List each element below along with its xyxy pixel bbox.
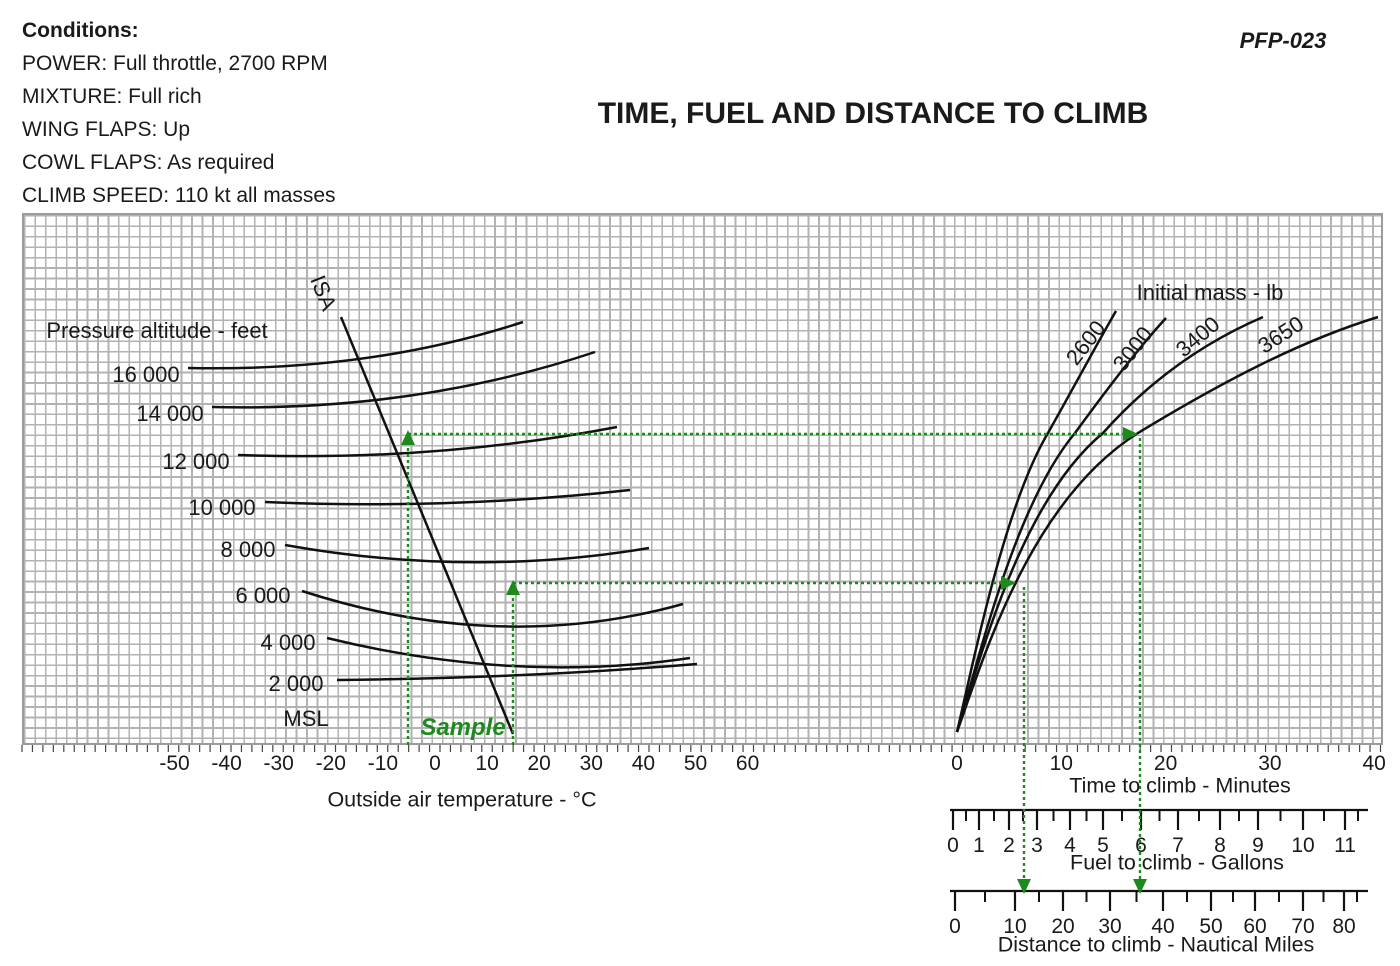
altitude-curve-14000 — [211, 350, 596, 409]
conditions-block: Conditions: POWER: Full throttle, 2700 R… — [22, 14, 336, 212]
altitude-curve-4000 — [326, 636, 691, 669]
altitude-curve-6000 — [301, 589, 684, 628]
sample-arrowhead — [1001, 576, 1016, 590]
sample-arrowhead — [1123, 427, 1138, 441]
sample-arrowhead — [1017, 879, 1031, 894]
isa-line — [339, 316, 515, 735]
altitude-curve-16000 — [187, 320, 524, 370]
altitude-curve-8000 — [284, 543, 650, 564]
mass-curve-3400 — [955, 315, 1264, 733]
mass-curve-2600 — [955, 310, 1118, 733]
conditions-heading: Conditions: — [22, 19, 139, 42]
sample-arrowhead — [401, 430, 415, 445]
altitude-curve-10000 — [264, 488, 631, 506]
condition-line-mixture: MIXTURE: Full rich — [22, 85, 202, 108]
condition-line-climb: CLIMB SPEED: 110 kt all masses — [22, 184, 336, 207]
page-title: TIME, FUEL AND DISTANCE TO CLIMB — [597, 97, 1149, 130]
altitude-curve-2000 — [336, 662, 698, 682]
condition-line-cowl: COWL FLAPS: As required — [22, 151, 275, 174]
altitude-curve-12000 — [237, 425, 618, 458]
condition-line-power: POWER: Full throttle, 2700 RPM — [22, 52, 328, 75]
mass-curve-3000 — [955, 317, 1167, 733]
document-code: PFP-023 — [1239, 28, 1327, 53]
mass-curve-3650 — [955, 315, 1379, 733]
condition-line-flaps: WING FLAPS: Up — [22, 118, 191, 141]
grid-area — [22, 213, 1383, 745]
sample-arrowhead — [506, 580, 520, 595]
sample-arrowhead — [1133, 879, 1147, 894]
